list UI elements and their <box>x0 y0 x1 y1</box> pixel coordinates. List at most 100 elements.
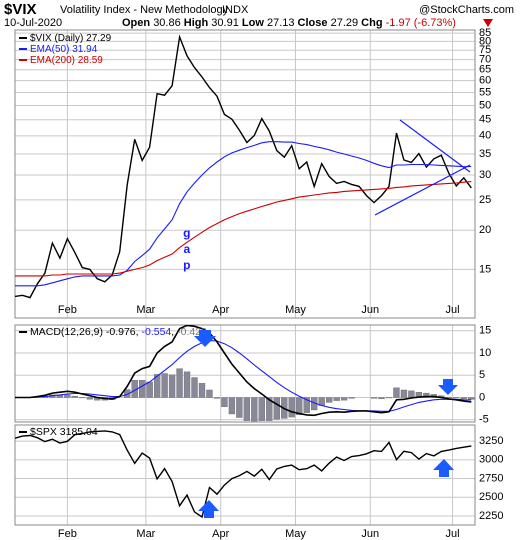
histogram-bar <box>153 374 161 398</box>
plot-area <box>15 430 472 519</box>
histogram-bar <box>251 397 258 422</box>
histogram-bar <box>288 397 295 418</box>
x-tick-label: Apr <box>212 528 229 540</box>
y-tick-label: 40 <box>479 130 491 142</box>
y-tick-label: 85 <box>479 27 491 39</box>
histogram-bar <box>400 389 408 398</box>
down-marker <box>483 19 493 27</box>
legend-swatch <box>19 48 27 50</box>
x-tick-label: Jun <box>361 304 379 316</box>
x-tick-label: Feb <box>58 304 77 316</box>
trend-line <box>399 119 471 173</box>
panel-frame <box>14 424 476 526</box>
high-label: High <box>184 17 209 29</box>
y-tick-label: 2250 <box>479 510 503 522</box>
y-tick-label: 30 <box>479 169 491 181</box>
x-tick-label: Jul <box>446 304 460 316</box>
legend-name: EMA(200) <box>30 55 75 66</box>
histogram-bar <box>168 374 176 398</box>
series-line <box>15 340 472 412</box>
histogram-bar <box>198 383 206 398</box>
high: 30.91 <box>211 17 239 29</box>
plot-area <box>15 325 475 422</box>
series-line <box>15 430 472 519</box>
y-tick-label: 50 <box>479 99 491 111</box>
histogram-bar <box>236 397 243 418</box>
y-tick-label: 3000 <box>479 454 503 466</box>
histogram-bar <box>333 397 340 401</box>
legend-entry: EMA(50) 31.94 <box>30 44 98 55</box>
y-tick-label: 2500 <box>479 491 503 503</box>
panel-frame <box>14 324 476 423</box>
legend-value: -0.976 <box>106 326 136 338</box>
histogram-bar <box>460 397 467 400</box>
x-tick-label: May <box>285 304 306 316</box>
y-tick-label: 60 <box>479 75 491 87</box>
quote: Open 30.86 High 30.91 Low 27.13 Close 27… <box>122 17 456 29</box>
arrow-down <box>438 379 458 395</box>
y-tick-label: 2750 <box>479 472 503 484</box>
legend-swatch <box>19 431 27 433</box>
legend-entry: EMA(200) 28.59 <box>30 55 103 66</box>
y-tick-label: 5 <box>479 369 485 381</box>
panel: 15 10 5 0 -5 MACD(12,26,9) -0.976, -0.554, -0… <box>14 324 491 426</box>
histogram-bar <box>393 387 400 398</box>
legend-swatch <box>19 37 27 39</box>
histogram-bar <box>348 397 355 399</box>
change: -1.97 (-6.73%) <box>386 17 456 29</box>
histogram-bar <box>176 368 183 398</box>
histogram-bar <box>273 397 280 420</box>
y-tick-label: 25 <box>479 194 491 206</box>
histogram-bar <box>370 397 378 399</box>
histogram-bar <box>258 397 265 421</box>
x-tick-label: Mar <box>136 304 155 316</box>
y-tick-label: 75 <box>479 44 491 56</box>
exchange: INDX <box>222 4 249 16</box>
legend-swatch <box>19 331 27 333</box>
annotations: gap <box>180 119 471 518</box>
low: 27.13 <box>267 17 295 29</box>
legend-value: 28.59 <box>78 55 103 66</box>
histogram-bar <box>266 397 273 421</box>
y-tick-label: 15 <box>479 263 491 275</box>
legend-entry: $VIX (Daily) 27.29 <box>30 33 112 44</box>
histogram-bar <box>71 396 78 398</box>
open-label: Open <box>122 17 150 29</box>
x-tick-label: Feb <box>58 528 77 540</box>
legend-value: 3185.04 <box>60 426 98 438</box>
series-line <box>15 181 472 277</box>
arrow-up <box>198 500 219 518</box>
x-tick-label: Mar <box>136 528 155 540</box>
legend-name: $VIX (Daily) <box>30 33 83 44</box>
histogram-bar <box>423 392 430 398</box>
histogram-bar <box>213 397 221 399</box>
close-label: Close <box>298 17 328 29</box>
histogram-bar <box>183 371 191 398</box>
y-tick-label: 10 <box>479 347 491 359</box>
security-name: Volatility Index - New Methodology <box>60 4 229 16</box>
series-line <box>15 141 472 287</box>
y-tick-label: 15 <box>479 325 491 337</box>
change-label: Chg <box>361 17 382 29</box>
histogram-bar <box>468 397 475 400</box>
histogram-bar <box>221 397 228 408</box>
x-tick-label: Jul <box>446 528 460 540</box>
legend-name: MACD(12,26,9) <box>30 326 103 338</box>
header: $VIX Volatility Index - New Methodology … <box>4 1 514 29</box>
x-tick-label: Jun <box>361 528 379 540</box>
legend-name: $SPX <box>30 426 57 438</box>
y-tick-label: 45 <box>479 114 491 126</box>
histogram-bar <box>139 380 146 398</box>
histogram-bar <box>378 397 385 400</box>
histogram-bar <box>191 377 198 398</box>
histogram-bar <box>86 397 93 400</box>
histogram-bar <box>64 394 71 398</box>
y-tick-label: 20 <box>479 224 491 236</box>
histogram-bar <box>243 397 251 421</box>
panel-frame <box>14 29 476 319</box>
y-tick-label: 0 <box>479 391 485 403</box>
arrow-up <box>433 459 454 477</box>
plot-area <box>15 34 472 299</box>
histogram-bar <box>206 389 213 398</box>
